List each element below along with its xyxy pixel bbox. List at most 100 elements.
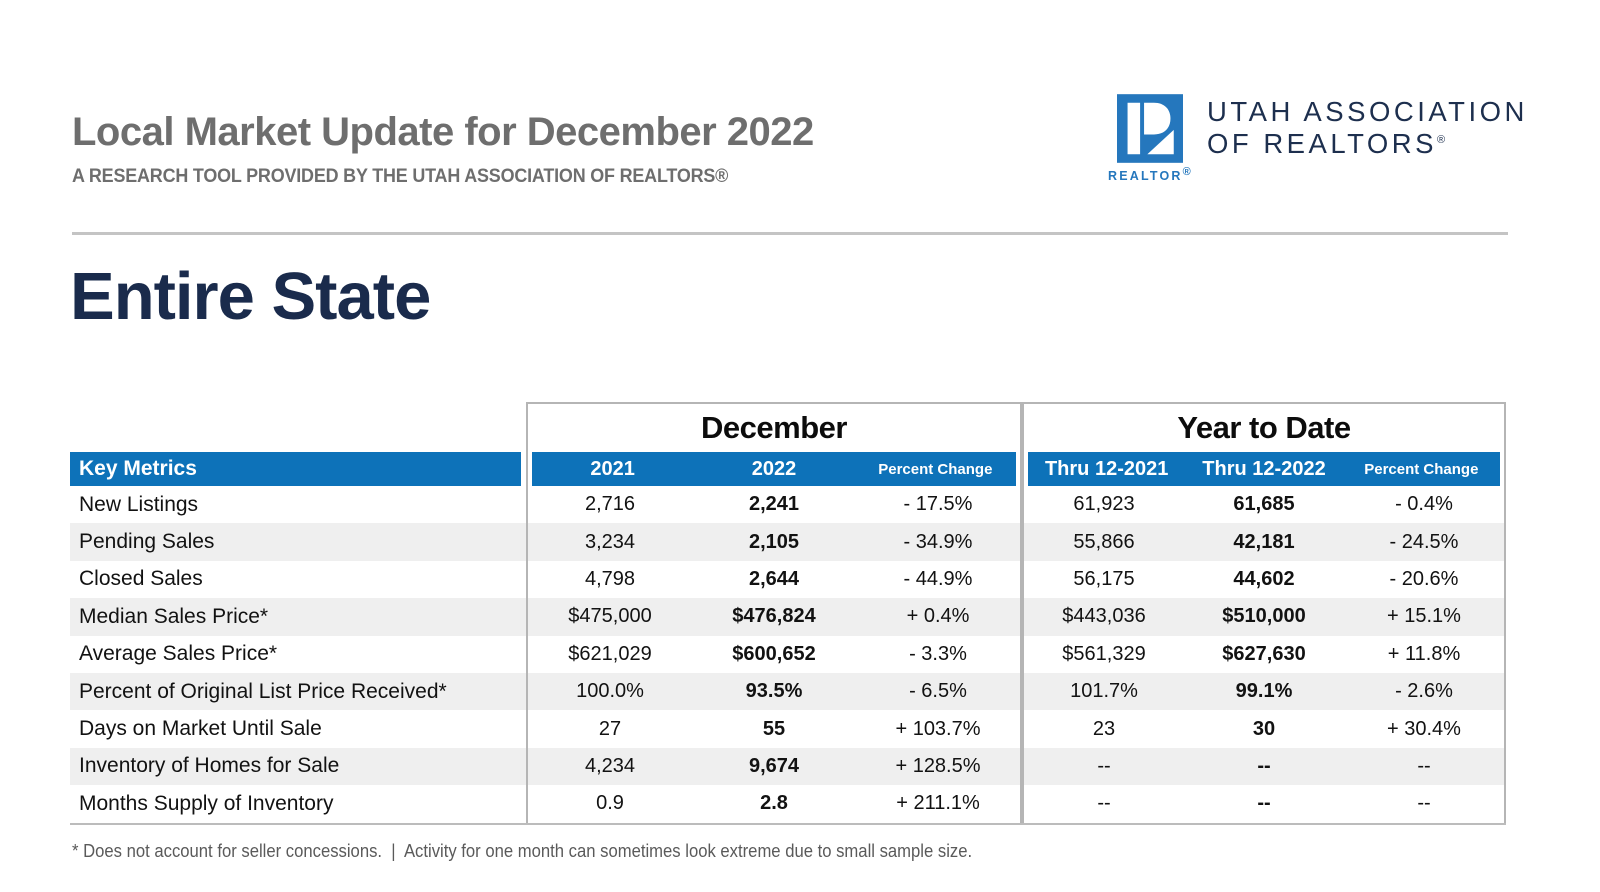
- cell-ytd-2021: $443,036: [1062, 605, 1146, 628]
- metric-name-rows: New Listings Pending Sales Closed Sales …: [70, 486, 526, 823]
- cell-ytd-2021: $561,329: [1062, 642, 1146, 665]
- org-line-1-text: UTAH ASSOCIATION: [1206, 96, 1528, 127]
- cell-ytd-2022: 99.1%: [1235, 680, 1293, 703]
- header-divider: [72, 232, 1508, 235]
- col-header-ytd-percent-change: Percent Change: [1364, 460, 1479, 478]
- cell-dec-2022: 2,241: [748, 493, 800, 516]
- cell-dec-change: - 44.9%: [903, 567, 973, 590]
- table-row: $475,000 $476,824 + 0.4%: [528, 598, 1020, 636]
- cell-dec-change: + 0.4%: [906, 605, 970, 628]
- metric-label: Pending Sales: [70, 523, 526, 561]
- metrics-header-spacer: [70, 402, 526, 452]
- december-section: December 2021 2022 Percent Change 2,716 …: [526, 402, 1022, 823]
- cell-ytd-change: + 15.1%: [1387, 605, 1461, 628]
- metric-label: Median Sales Price*: [70, 598, 526, 636]
- cell-dec-2022: $476,824: [732, 605, 816, 628]
- december-column-headers: 2021 2022 Percent Change: [532, 452, 1016, 486]
- cell-ytd-2022: 44,602: [1233, 567, 1295, 590]
- cell-dec-2021: 4,234: [584, 754, 636, 777]
- cell-dec-change: - 3.3%: [909, 642, 967, 665]
- uar-logo: REALTOR® UTAH ASSOCIATION OF REALTORS®: [1108, 94, 1528, 183]
- december-group-header: December: [701, 410, 847, 445]
- cell-dec-2022: 55: [762, 717, 786, 740]
- cell-dec-change: - 17.5%: [903, 493, 973, 516]
- cell-ytd-2021: --: [1097, 754, 1111, 777]
- cell-ytd-2021: 56,175: [1073, 567, 1135, 590]
- col-header-dec-percent-change: Percent Change: [878, 460, 993, 478]
- cell-ytd-change: + 11.8%: [1387, 642, 1461, 665]
- table-row: 61,923 61,685 - 0.4%: [1024, 486, 1504, 523]
- cell-ytd-change: --: [1417, 754, 1431, 777]
- cell-dec-2022: 93.5%: [745, 680, 803, 703]
- cell-dec-2021: 27: [598, 717, 622, 740]
- table-row: $621,029 $600,652 - 3.3%: [528, 636, 1020, 673]
- cell-dec-2021: 3,234: [584, 530, 636, 553]
- year-to-date-section: Year to Date Thru 12-2021 Thru 12-2022 P…: [1022, 402, 1506, 823]
- cell-ytd-2022: $510,000: [1222, 605, 1306, 628]
- table-row: 3,234 2,105 - 34.9%: [528, 523, 1020, 561]
- cell-ytd-change: - 2.6%: [1395, 680, 1453, 703]
- metrics-column: Key Metrics New Listings Pending Sales C…: [70, 402, 526, 823]
- table-row: 4,798 2,644 - 44.9%: [528, 561, 1020, 598]
- ytd-group-header: Year to Date: [1177, 410, 1351, 445]
- ytd-column-headers: Thru 12-2021 Thru 12-2022 Percent Change: [1028, 452, 1500, 486]
- cell-dec-2022: 2,105: [748, 530, 800, 553]
- cell-dec-change: - 6.5%: [909, 680, 967, 703]
- table-row: 55,866 42,181 - 24.5%: [1024, 523, 1504, 561]
- cell-ytd-change: - 24.5%: [1389, 530, 1459, 553]
- table-row: -- -- --: [1024, 785, 1504, 822]
- cell-ytd-2022: $627,630: [1222, 642, 1306, 665]
- col-header-dec-2021: 2021: [590, 457, 635, 480]
- cell-ytd-change: - 20.6%: [1389, 567, 1459, 590]
- ytd-data-rows: 61,923 61,685 - 0.4% 55,866 42,181 - 24.…: [1024, 486, 1504, 823]
- report-subtitle: A RESEARCH TOOL PROVIDED BY THE UTAH ASS…: [72, 165, 729, 187]
- org-line-1: UTAH ASSOCIATION: [1207, 96, 1528, 128]
- table-row: 0.9 2.8 + 211.1%: [528, 785, 1020, 822]
- cell-ytd-2022: --: [1257, 754, 1271, 777]
- metric-label: Months Supply of Inventory: [79, 791, 334, 815]
- cell-ytd-2021: 101.7%: [1070, 680, 1138, 703]
- cell-dec-change: - 34.9%: [903, 530, 973, 553]
- table-row: 56,175 44,602 - 20.6%: [1024, 561, 1504, 598]
- table-row: $443,036 $510,000 + 15.1%: [1024, 598, 1504, 636]
- table-row: 100.0% 93.5% - 6.5%: [528, 672, 1020, 711]
- table-row: -- -- --: [1024, 747, 1504, 786]
- metric-label: Closed Sales: [79, 567, 203, 591]
- title-block: Local Market Update for December 2022 A …: [72, 112, 1528, 188]
- cell-dec-2021: $621,029: [568, 642, 652, 665]
- metric-label: Average Sales Price*: [79, 642, 278, 666]
- table-row: 27 55 + 103.7%: [528, 710, 1020, 747]
- cell-ytd-2022: 61,685: [1233, 493, 1295, 516]
- cell-ytd-2022: 30: [1252, 717, 1276, 740]
- cell-ytd-change: - 0.4%: [1395, 493, 1453, 516]
- metric-label: New Listings: [79, 492, 199, 516]
- cell-dec-2021: $475,000: [568, 605, 652, 628]
- metric-label: Inventory of Homes for Sale: [70, 747, 526, 786]
- cell-dec-2022: 2,644: [748, 567, 800, 590]
- region-title: Entire State: [70, 259, 431, 334]
- registered-mark: ®: [1437, 133, 1449, 146]
- org-line-2-text: OF REALTORS: [1206, 127, 1438, 159]
- col-header-thru-12-2021: Thru 12-2021: [1044, 457, 1169, 480]
- cell-ytd-change: --: [1417, 792, 1431, 815]
- report-title: Local Market Update for December 2022: [72, 110, 814, 154]
- cell-ytd-2021: 23: [1092, 717, 1116, 740]
- december-data-rows: 2,716 2,241 - 17.5% 3,234 2,105 - 34.9% …: [528, 486, 1020, 823]
- table-row: 23 30 + 30.4%: [1024, 710, 1504, 747]
- key-metrics-header: Key Metrics: [70, 452, 521, 486]
- cell-ytd-2021: 55,866: [1073, 530, 1135, 553]
- metric-label: Days on Market Until Sale: [79, 717, 322, 741]
- table-row: 4,234 9,674 + 128.5%: [528, 747, 1020, 786]
- report-header: Local Market Update for December 2022 A …: [72, 94, 1528, 188]
- table-row: 2,716 2,241 - 17.5%: [528, 486, 1020, 523]
- table-row: $561,329 $627,630 + 11.8%: [1024, 636, 1504, 673]
- col-header-thru-12-2022: Thru 12-2022: [1202, 457, 1326, 480]
- realtor-wordmark: REALTOR®: [1108, 166, 1193, 183]
- table-row: 101.7% 99.1% - 2.6%: [1024, 672, 1504, 711]
- cell-ytd-2021: 61,923: [1073, 493, 1135, 516]
- org-name: UTAH ASSOCIATION OF REALTORS®: [1207, 96, 1528, 160]
- realtor-text: REALTOR: [1108, 169, 1183, 184]
- metric-label: Percent of Original List Price Received*: [70, 672, 526, 711]
- cell-dec-2022: 2.8: [760, 792, 788, 815]
- realtor-logo-block: REALTOR®: [1108, 94, 1193, 183]
